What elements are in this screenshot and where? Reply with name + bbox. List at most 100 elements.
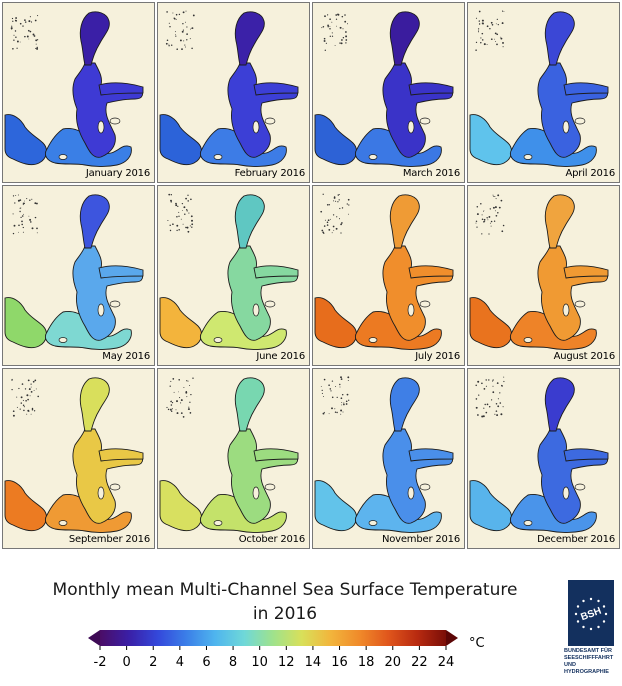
colorbar-tick-label: 6 [202, 655, 210, 670]
island [213, 154, 223, 160]
island [562, 486, 570, 500]
island [252, 303, 260, 317]
month-label: January 2016 [85, 168, 150, 179]
colorbar-tick-label: -2 [94, 655, 107, 670]
island [523, 337, 533, 343]
gulf-of-finland-region [98, 448, 144, 462]
island [252, 120, 260, 134]
west-basin-region [314, 114, 357, 166]
island [368, 154, 378, 160]
baltic-sea-temperature-map [469, 194, 609, 350]
island [368, 520, 378, 526]
island [58, 520, 68, 526]
island [419, 117, 431, 125]
colorbar-tick-label: 22 [411, 655, 428, 670]
north-basin-region [234, 194, 265, 249]
month-label: April 2016 [565, 168, 616, 179]
logo-star [582, 599, 585, 603]
month-label: November 2016 [381, 534, 460, 545]
west-basin-region [4, 480, 47, 532]
north-basin-region [79, 377, 110, 432]
logo-star [574, 612, 578, 616]
month-map-panel: January 2016 [2, 2, 155, 183]
island [562, 120, 570, 134]
month-map-panel: June 2016 [157, 185, 310, 366]
island [264, 300, 276, 308]
logo-star [602, 605, 606, 608]
month-label: August 2016 [553, 351, 616, 362]
west-basin-region [159, 297, 202, 349]
north-basin-region [544, 11, 575, 66]
month-label: May 2016 [102, 351, 150, 362]
logo-star [604, 612, 608, 616]
colorbar-tick-label: 12 [278, 655, 295, 670]
colorbar-tick-label: 8 [229, 655, 237, 670]
island [109, 483, 121, 491]
colorbar-tick-label: 18 [358, 655, 375, 670]
gulf-of-finland-region [98, 82, 144, 96]
west-basin-region [159, 480, 202, 532]
west-basin-region [314, 297, 357, 349]
month-map-panel: April 2016 [467, 2, 620, 183]
island [213, 520, 223, 526]
logo-line-1: BUNDESAMT FÜR [564, 648, 612, 654]
month-label: October 2016 [238, 534, 305, 545]
logo-star [576, 620, 580, 623]
gulf-of-finland-region [98, 265, 144, 279]
colorbar-tick-label: 10 [251, 655, 268, 670]
west-basin-region [469, 480, 512, 532]
island [264, 483, 276, 491]
island [97, 120, 105, 134]
island [419, 483, 431, 491]
month-map-panel: August 2016 [467, 185, 620, 366]
colorbar-tick-label: 24 [438, 655, 455, 670]
north-basin-region [234, 11, 265, 66]
baltic-sea-temperature-map [4, 194, 144, 350]
month-map-panel: July 2016 [312, 185, 465, 366]
logo-star [589, 627, 593, 631]
logo-star [589, 597, 593, 601]
figure-title-line1: Monthly mean Multi-Channel Sea Surface T… [52, 580, 518, 600]
west-basin-region [314, 480, 357, 532]
island [58, 337, 68, 343]
north-basin-region [79, 11, 110, 66]
temperature-colorbar: -2 0 2 4 6 8 10 12 14 16 18 20 22 24 [88, 630, 458, 670]
gulf-of-finland-region [408, 448, 454, 462]
colorbar-min-arrow [88, 630, 100, 646]
bsh-logo: BSH [568, 580, 614, 646]
baltic-sea-temperature-map [159, 377, 299, 533]
month-map-panel: November 2016 [312, 368, 465, 549]
logo-line-2: SEESCHIFFFAHRT [564, 655, 614, 661]
colorbar-tick-label: 4 [176, 655, 184, 670]
island [523, 520, 533, 526]
colorbar-max-arrow [446, 630, 458, 646]
month-map-panel: December 2016 [467, 368, 620, 549]
baltic-sea-temperature-map [469, 10, 609, 167]
north-basin-region [389, 377, 420, 432]
gulf-of-finland-region [408, 265, 454, 279]
island [264, 117, 276, 125]
colorbar-unit: °C [469, 636, 485, 651]
west-basin-region [4, 114, 47, 166]
island [562, 303, 570, 317]
logo-line-4: HYDROGRAPHIE [564, 669, 609, 675]
north-basin-region [544, 377, 575, 432]
gulf-of-finland-region [563, 265, 609, 279]
baltic-sea-temperature-map [4, 11, 144, 167]
west-basin-region [469, 114, 512, 166]
colorbar-tick-label: 16 [331, 655, 348, 670]
month-label: February 2016 [234, 168, 306, 179]
island [574, 300, 586, 308]
island [58, 154, 68, 160]
month-map-panel: May 2016 [2, 185, 155, 366]
month-map-panel: February 2016 [157, 2, 310, 183]
west-basin-region [469, 297, 512, 349]
island [109, 117, 121, 125]
logo-star [602, 620, 606, 623]
baltic-sea-temperature-map [4, 377, 144, 533]
logo-star [582, 625, 585, 629]
colorbar-tick-label: 0 [122, 655, 130, 670]
logo-star [576, 605, 580, 608]
gulf-of-finland-region [563, 82, 609, 96]
logo-line-3: UND [564, 662, 576, 668]
